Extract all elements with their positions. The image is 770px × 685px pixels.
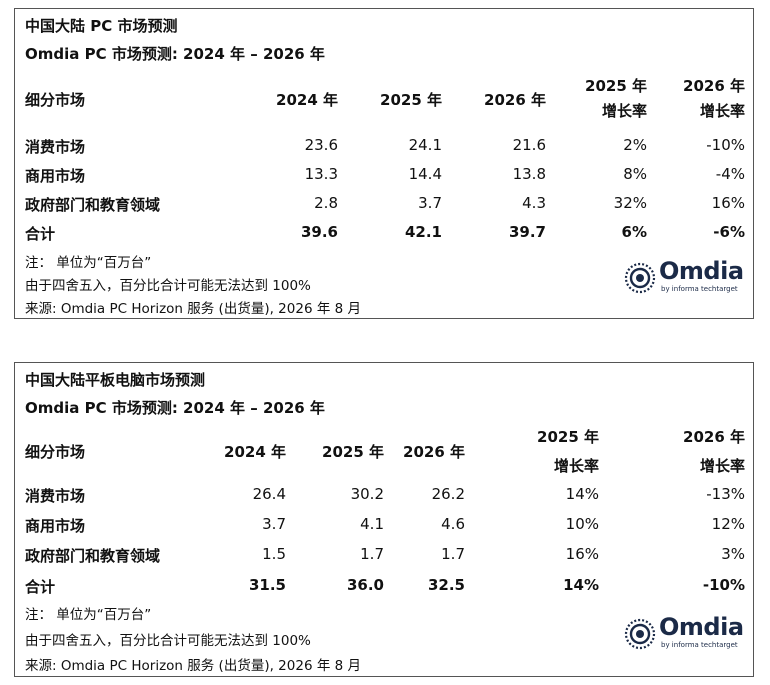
table-subtitle: Omdia PC 市场预测: 2024 年 – 2026 年	[25, 399, 325, 417]
cell-growth-2025: 16%	[565, 545, 599, 563]
col-header-2025: 2025 年	[380, 91, 442, 109]
col-header-growth-2025-label: 增长率	[553, 457, 599, 475]
col-header-growth-2025-label: 增长率	[601, 102, 647, 120]
total-2024: 39.6	[300, 223, 338, 241]
note-unit: 注： 单位为“百万台”	[25, 607, 152, 623]
col-header-segment: 细分市场	[25, 91, 86, 109]
cell-2025: 1.7	[360, 545, 384, 563]
col-header-growth-2026-year: 2026 年	[683, 77, 745, 95]
col-header-2025: 2025 年	[322, 443, 384, 461]
total-2024: 31.5	[248, 576, 286, 594]
cell-growth-2026: -10%	[706, 136, 745, 154]
pc-forecast-table: 中国大陆 PC 市场预测 Omdia PC 市场预测: 2024 年 – 202…	[14, 8, 754, 319]
table-subtitle: Omdia PC 市场预测: 2024 年 – 2026 年	[25, 45, 325, 63]
total-row-label: 合计	[25, 578, 56, 596]
row-label: 商用市场	[25, 167, 86, 185]
omdia-logo-icon	[624, 262, 656, 294]
logo-brand: Omdia	[659, 257, 744, 285]
logo-tagline: by informa techtarget	[661, 285, 738, 293]
logo-brand: Omdia	[659, 613, 744, 641]
cell-2025: 30.2	[350, 485, 384, 503]
col-header-2024: 2024 年	[276, 91, 338, 109]
col-header-growth-2026-label: 增长率	[699, 457, 745, 475]
table-title: 中国大陆平板电脑市场预测	[25, 371, 206, 389]
total-growth-2025: 14%	[563, 576, 599, 594]
omdia-logo-icon	[624, 618, 656, 650]
cell-growth-2026: -13%	[706, 485, 745, 503]
col-header-growth-2026-year: 2026 年	[683, 428, 745, 446]
cell-2024: 26.4	[252, 485, 286, 503]
cell-growth-2026: 3%	[721, 545, 745, 563]
total-2026: 39.7	[508, 223, 546, 241]
col-header-2024: 2024 年	[224, 443, 286, 461]
col-header-growth-2025-year: 2025 年	[537, 428, 599, 446]
cell-growth-2025: 32%	[613, 194, 647, 212]
note-rounding: 由于四舍五入，百分比合计可能无法达到 100%	[25, 633, 311, 649]
table-title: 中国大陆 PC 市场预测	[25, 17, 178, 35]
note-source: 来源: Omdia PC Horizon 服务 (出货量), 2026 年 8 …	[25, 658, 361, 674]
cell-2026: 4.6	[441, 515, 465, 533]
col-header-segment: 细分市场	[25, 443, 86, 461]
row-label: 消费市场	[25, 487, 86, 505]
cell-growth-2025: 8%	[623, 165, 647, 183]
col-header-growth-2026-label: 增长率	[699, 102, 745, 120]
cell-2026: 13.8	[512, 165, 546, 183]
row-label: 政府部门和教育领域	[25, 196, 161, 214]
cell-2025: 24.1	[408, 136, 442, 154]
logo-tagline: by informa techtarget	[661, 641, 738, 649]
cell-2026: 26.2	[431, 485, 465, 503]
cell-2026: 1.7	[441, 545, 465, 563]
cell-growth-2025: 10%	[565, 515, 599, 533]
cell-2025: 4.1	[360, 515, 384, 533]
total-2025: 36.0	[346, 576, 384, 594]
col-header-2026: 2026 年	[484, 91, 546, 109]
row-label: 政府部门和教育领域	[25, 547, 161, 565]
cell-2026: 21.6	[512, 136, 546, 154]
total-row-label: 合计	[25, 225, 56, 243]
cell-2024: 1.5	[262, 545, 286, 563]
cell-growth-2026: 12%	[711, 515, 745, 533]
cell-growth-2025: 2%	[623, 136, 647, 154]
cell-2024: 23.6	[304, 136, 338, 154]
col-header-2026: 2026 年	[403, 443, 465, 461]
cell-growth-2026: -4%	[715, 165, 745, 183]
omdia-logo: Omdia by informa techtarget	[623, 257, 753, 299]
tablet-forecast-table: 中国大陆平板电脑市场预测 Omdia PC 市场预测: 2024 年 – 202…	[14, 362, 754, 677]
cell-2026: 4.3	[522, 194, 546, 212]
note-unit: 注： 单位为“百万台”	[25, 255, 152, 271]
total-2026: 32.5	[427, 576, 465, 594]
cell-2024: 3.7	[262, 515, 286, 533]
omdia-logo: Omdia by informa techtarget	[623, 613, 753, 655]
cell-2025: 3.7	[418, 194, 442, 212]
total-growth-2026: -10%	[702, 576, 745, 594]
cell-growth-2026: 16%	[711, 194, 745, 212]
total-growth-2026: -6%	[713, 223, 745, 241]
col-header-growth-2025-year: 2025 年	[585, 77, 647, 95]
row-label: 商用市场	[25, 517, 86, 535]
cell-growth-2025: 14%	[565, 485, 599, 503]
total-2025: 42.1	[404, 223, 442, 241]
cell-2024: 2.8	[314, 194, 338, 212]
note-source: 来源: Omdia PC Horizon 服务 (出货量), 2026 年 8 …	[25, 301, 361, 317]
cell-2025: 14.4	[408, 165, 442, 183]
total-growth-2025: 6%	[621, 223, 647, 241]
note-rounding: 由于四舍五入，百分比合计可能无法达到 100%	[25, 278, 311, 294]
row-label: 消费市场	[25, 138, 86, 156]
cell-2024: 13.3	[304, 165, 338, 183]
